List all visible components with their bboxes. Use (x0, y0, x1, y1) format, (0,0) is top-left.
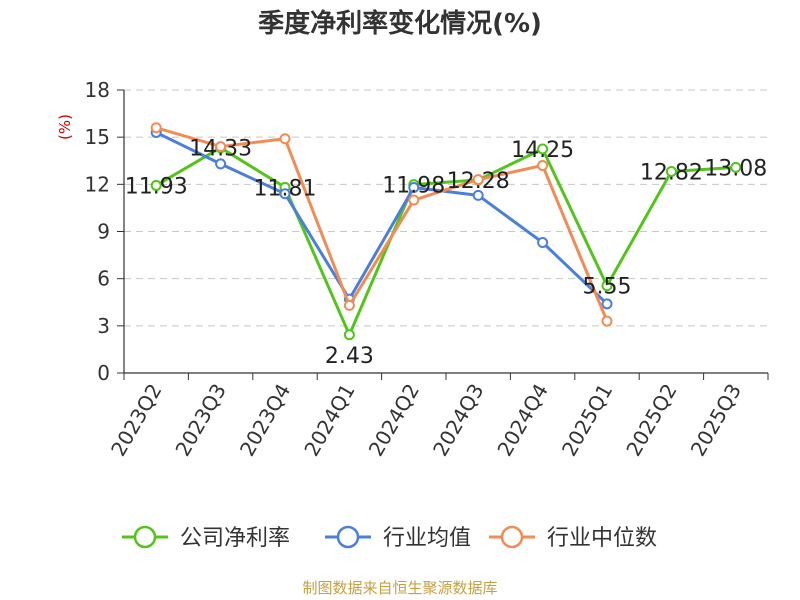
y-tick-label: 6 (97, 267, 110, 291)
data-label: 2.43 (325, 344, 374, 369)
y-tick-label: 9 (97, 220, 110, 244)
data-label: 14.25 (511, 138, 574, 163)
x-tick-label: 2023Q3 (170, 380, 230, 461)
y-axis-ticks: 0 3 6 9 12 15 18 (85, 78, 124, 385)
legend: 公司净利率 行业均值 行业中位数 (122, 525, 657, 551)
data-point (537, 237, 549, 249)
legend-swatch-marker (336, 525, 360, 549)
chart-title: 季度净利率变化情况(%) (258, 8, 542, 39)
x-tick-label: 2024Q1 (299, 380, 359, 461)
data-point (472, 174, 484, 186)
series-2 (150, 122, 613, 327)
x-tick-label: 2024Q4 (492, 380, 552, 461)
data-label: 11.98 (382, 174, 445, 199)
x-tick-label: 2024Q3 (428, 380, 488, 461)
x-tick-label: 2024Q2 (364, 380, 424, 461)
data-point (472, 189, 484, 201)
data-label: 11.81 (254, 176, 317, 201)
data-point (408, 181, 420, 193)
data-point (665, 165, 677, 177)
series-line (155, 131, 609, 305)
x-tick-label: 2023Q2 (106, 380, 166, 461)
data-point (279, 188, 291, 200)
legend-item-1: 行业均值 (325, 525, 471, 551)
data-point (150, 122, 162, 134)
x-tick-label: 2025Q1 (557, 380, 617, 461)
data-label: 14.33 (189, 137, 252, 162)
data-point (215, 158, 227, 170)
source-note: 制图数据来自恒生聚源数据库 (302, 579, 497, 597)
data-point (601, 280, 613, 292)
legend-swatch-marker (500, 525, 524, 549)
y-tick-label: 15 (85, 125, 110, 149)
data-label: 12.28 (447, 169, 510, 194)
data-label: 13.08 (704, 156, 767, 181)
data-point (408, 194, 420, 206)
data-point (601, 315, 613, 327)
series-1 (150, 126, 613, 310)
data-point (537, 143, 549, 155)
series-line (155, 146, 736, 337)
data-point (215, 141, 227, 153)
data-point (343, 329, 355, 341)
data-point (730, 161, 742, 173)
data-label: 11.93 (125, 174, 188, 199)
legend-label: 行业均值 (383, 526, 471, 551)
data-point (279, 133, 291, 145)
y-tick-label: 18 (85, 78, 110, 102)
data-label: 12.82 (640, 160, 703, 185)
series-line (155, 126, 609, 322)
series-group (150, 122, 742, 341)
y-axis-label: (%) (56, 114, 74, 140)
legend-swatch-marker (133, 525, 157, 549)
x-tick-label: 2025Q2 (621, 380, 681, 461)
legend-label: 公司净利率 (180, 526, 290, 551)
data-point (601, 298, 613, 310)
x-tick-label: 2025Q3 (686, 380, 746, 461)
y-tick-label: 3 (97, 314, 110, 338)
grid-lines (124, 89, 768, 327)
data-point (537, 159, 549, 171)
data-point (150, 179, 162, 191)
data-point (343, 299, 355, 311)
data-label: 5.55 (583, 275, 632, 300)
legend-label: 行业中位数 (547, 526, 657, 551)
x-tick-label: 2023Q4 (235, 380, 295, 461)
y-tick-label: 0 (97, 361, 110, 385)
legend-item-0: 公司净利率 (122, 525, 290, 551)
legend-item-2: 行业中位数 (489, 525, 657, 551)
y-tick-label: 12 (85, 172, 110, 196)
x-axis-ticks: 2023Q2 2023Q3 2023Q4 2024Q1 2024Q2 2024Q3 2024… (106, 373, 769, 461)
